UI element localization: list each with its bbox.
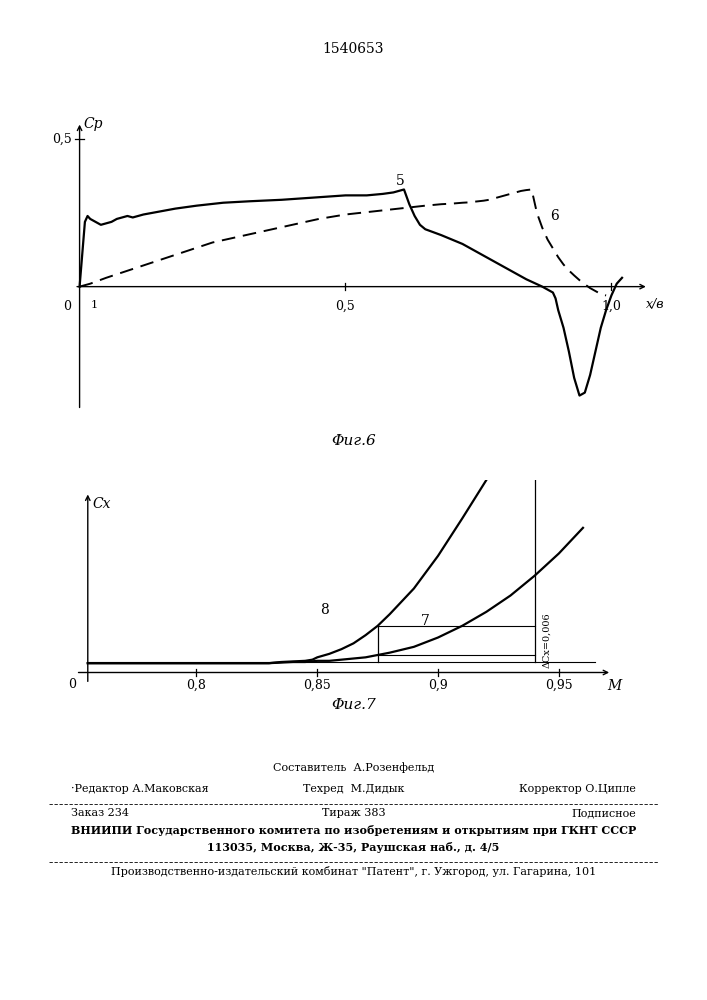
Text: Корректор О.Ципле: Корректор О.Ципле xyxy=(520,784,636,794)
Text: Производственно-издательский комбинат "Патент", г. Ужгород, ул. Гагарина, 101: Производственно-издательский комбинат "П… xyxy=(111,866,596,877)
Text: Тираж 383: Тираж 383 xyxy=(322,808,385,818)
Text: ·Редактор А.Маковская: ·Редактор А.Маковская xyxy=(71,784,209,794)
Text: Заказ 234: Заказ 234 xyxy=(71,808,129,818)
Text: 5: 5 xyxy=(396,174,405,188)
Text: 0,95: 0,95 xyxy=(545,678,573,691)
Text: ВНИИПИ Государственного комитета по изобретениям и открытиям при ГКНТ СССР: ВНИИПИ Государственного комитета по изоб… xyxy=(71,825,636,836)
Text: 113035, Москва, Ж-35, Раушская наб., д. 4/5: 113035, Москва, Ж-35, Раушская наб., д. … xyxy=(207,842,500,853)
Text: 7: 7 xyxy=(421,614,430,628)
Text: Φиг.6: Φиг.6 xyxy=(331,434,376,448)
Text: 1,0: 1,0 xyxy=(602,300,621,313)
Text: M: M xyxy=(607,680,621,694)
Text: 0,5: 0,5 xyxy=(52,133,71,146)
Text: ΔCx=0,006: ΔCx=0,006 xyxy=(542,613,551,668)
Text: 8: 8 xyxy=(320,602,329,616)
Text: 0: 0 xyxy=(68,678,76,691)
Text: 0,8: 0,8 xyxy=(187,678,206,691)
Text: Составитель  А.Розенфельд: Составитель А.Розенфельд xyxy=(273,762,434,773)
Text: 0,5: 0,5 xyxy=(336,300,356,313)
Text: 6: 6 xyxy=(550,209,559,223)
Text: 0,9: 0,9 xyxy=(428,678,448,691)
Text: Cp: Cp xyxy=(84,117,103,131)
Text: 0,85: 0,85 xyxy=(303,678,331,691)
Text: Подписное: Подписное xyxy=(571,808,636,818)
Text: Cx: Cx xyxy=(93,497,111,512)
Text: 1: 1 xyxy=(90,300,98,310)
Text: 0: 0 xyxy=(64,300,71,313)
Text: 1540653: 1540653 xyxy=(323,42,384,56)
Text: x/в: x/в xyxy=(646,298,665,311)
Text: Техред  М.Дидык: Техред М.Дидык xyxy=(303,784,404,794)
Text: Φиг.7: Φиг.7 xyxy=(331,698,376,712)
